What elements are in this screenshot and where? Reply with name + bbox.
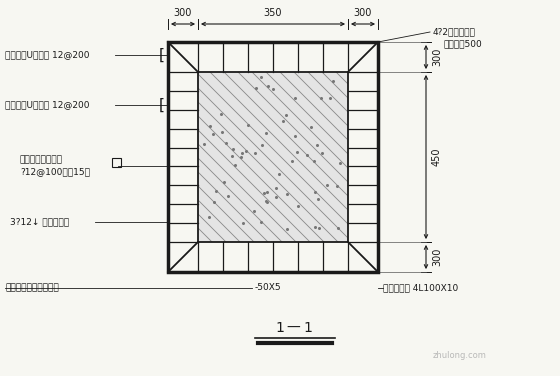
Text: -50X5: -50X5 [255,284,282,293]
Text: zhulong.com: zhulong.com [433,350,487,359]
Text: 柱加固角钢 4L100X10: 柱加固角钢 4L100X10 [383,284,458,293]
Text: 4?2等角钢焊接: 4?2等角钢焊接 [433,27,476,36]
Text: 基础围套U型小筋 12@200: 基础围套U型小筋 12@200 [5,100,90,109]
Text: 基础围套内设四道缀板: 基础围套内设四道缀板 [5,284,59,293]
Bar [112,158,121,167]
Text: ?12@100距砂15根: ?12@100距砂15根 [20,167,90,176]
Text: 450: 450 [432,148,442,166]
Text: 植入基础500: 植入基础500 [443,39,482,49]
Text: 基础柱间围套大箍: 基础柱间围套大箍 [20,156,63,165]
Text: 300: 300 [354,8,372,18]
Text: 1: 1 [304,321,312,335]
Text: [: [ [159,47,165,62]
Text: 基础围套U型小筋 12@200: 基础围套U型小筋 12@200 [5,50,90,59]
Text: 300: 300 [174,8,192,18]
Text: 1: 1 [276,321,284,335]
Text: 300: 300 [432,248,442,266]
Bar [168,42,378,272]
Text: —: — [286,321,300,335]
Bar [198,72,348,242]
Text: 3?12↓ 与角钢焊接: 3?12↓ 与角钢焊接 [10,217,69,226]
Text: 350: 350 [264,8,282,18]
Bar [198,72,348,242]
Text: [: [ [159,97,165,112]
Text: 300: 300 [432,48,442,66]
